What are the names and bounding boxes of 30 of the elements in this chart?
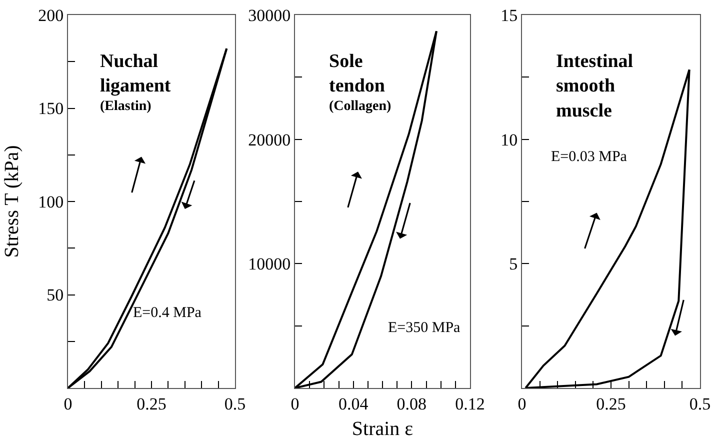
x-tick-label: 0.12 — [455, 394, 485, 414]
annotation: E=0.4 MPa — [133, 305, 202, 321]
x-tick-label: 0.25 — [136, 394, 166, 414]
y-axis-title: Stress T (kPa) — [1, 145, 23, 258]
y-tick-label: 10000 — [248, 254, 291, 274]
text: (Collagen) — [329, 99, 392, 114]
x-tick-label: 0 — [64, 394, 72, 414]
y-tick-label: 15 — [500, 6, 518, 25]
y-tick-label: 5 — [509, 254, 518, 274]
x-tick-label: 0 — [290, 394, 300, 414]
y-tick-label: 200 — [38, 6, 64, 25]
y-tick-label: 10 — [500, 130, 518, 150]
y-tick-label: 50 — [46, 286, 64, 305]
text: Intestinal smooth muscle — [556, 51, 634, 122]
y-tick-label: 20000 — [248, 130, 291, 150]
x-tick-label: 0.04 — [338, 394, 369, 414]
x-tick-label: 0.25 — [596, 394, 626, 414]
x-tick-label: 0.5 — [689, 394, 711, 414]
x-tick-label: 0 — [518, 394, 526, 414]
x-tick-label: 0.5 — [224, 394, 246, 414]
y-tick-label: 150 — [38, 99, 64, 118]
text: Sole tendon — [329, 51, 386, 97]
y-tick-label: 100 — [38, 192, 64, 212]
x-tick-label: 0.08 — [396, 394, 427, 414]
x-axis-title: Strain ε — [352, 418, 414, 440]
annotation: E=0.03 MPa — [551, 149, 628, 165]
text: (Elastin) — [100, 99, 152, 114]
annotation: E=350 MPa — [388, 320, 461, 336]
y-tick-label: 30000 — [248, 6, 291, 25]
text: Nuchal ligament — [100, 51, 172, 97]
